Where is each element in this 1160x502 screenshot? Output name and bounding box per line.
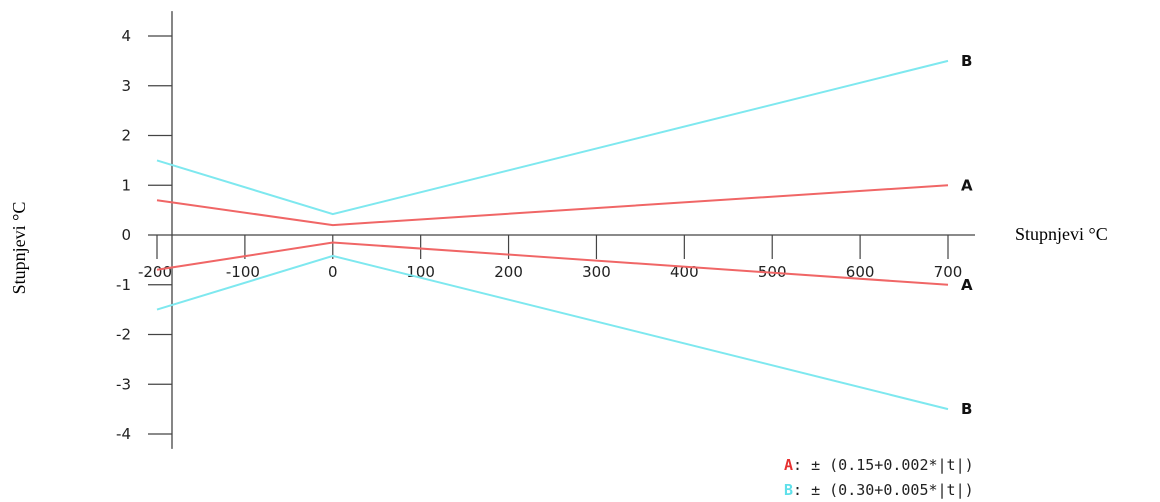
legend-key-b: B	[784, 481, 793, 499]
y-tick-label: -4	[116, 425, 131, 443]
y-tick-label: 1	[121, 176, 131, 194]
y-tick-label: 4	[121, 27, 131, 45]
series-a-lower-end-label: A	[961, 276, 973, 294]
y-tick-label: 2	[121, 127, 131, 145]
y-tick-label: -2	[116, 326, 131, 344]
series-a-upper-line	[156, 184, 949, 227]
x-tick-label: 300	[582, 263, 611, 281]
legend-formula-a: : ± (0.15+0.002*|t|)	[793, 456, 974, 474]
y-tick-label: 0	[121, 226, 131, 244]
legend-entry-a: A: ± (0.15+0.002*|t|)	[784, 456, 974, 474]
x-tick-label: -100	[226, 263, 260, 281]
legend-key-a: A	[784, 456, 793, 474]
x-axis-title: Stupnjevi °C	[1015, 224, 1108, 244]
x-tick-label: -200	[138, 263, 172, 281]
x-tick-label: 0	[328, 263, 338, 281]
series-a-lower-line	[156, 241, 949, 286]
y-tick-label: -3	[116, 375, 131, 393]
y-axis-title: Stupnjevi °C	[9, 202, 29, 295]
x-tick-label: 200	[494, 263, 523, 281]
series-b-upper-line	[156, 59, 949, 216]
y-tick-label: -1	[116, 276, 131, 294]
x-tick-label: 600	[846, 263, 875, 281]
series-b-lower-line	[156, 254, 949, 411]
series-b-upper-end-label: B	[961, 52, 972, 70]
y-tick-label: 3	[121, 77, 131, 95]
legend-entry-b: B: ± (0.30+0.005*|t|)	[784, 481, 974, 499]
legend-formula-b: : ± (0.30+0.005*|t|)	[793, 481, 974, 499]
series-a-upper-end-label: A	[961, 176, 973, 194]
series-b-lower-end-label: B	[961, 400, 972, 418]
x-tick-label: 700	[934, 263, 963, 281]
